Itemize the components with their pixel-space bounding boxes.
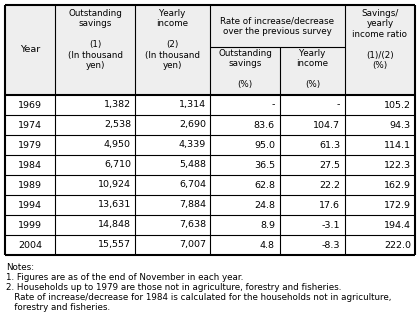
Text: Yearly
income

(2)
(In thousand
yen): Yearly income (2) (In thousand yen): [145, 9, 200, 70]
Text: Outstanding
savings

(%): Outstanding savings (%): [218, 49, 272, 89]
Text: Year: Year: [20, 46, 40, 54]
Text: 5,488: 5,488: [179, 160, 206, 170]
Text: 14,848: 14,848: [98, 220, 131, 230]
Text: 62.8: 62.8: [254, 180, 275, 190]
Text: 1989: 1989: [18, 180, 42, 190]
Text: 2004: 2004: [18, 240, 42, 250]
Text: 6,704: 6,704: [179, 180, 206, 190]
Text: 194.4: 194.4: [384, 220, 411, 230]
Text: Outstanding
savings

(1)
(In thousand
yen): Outstanding savings (1) (In thousand yen…: [68, 9, 123, 70]
Text: 83.6: 83.6: [254, 120, 275, 130]
Text: 15,557: 15,557: [98, 240, 131, 250]
Text: -: -: [272, 100, 275, 110]
Text: 6,710: 6,710: [104, 160, 131, 170]
Text: 2. Households up to 1979 are those not in agriculture, forestry and fisheries.: 2. Households up to 1979 are those not i…: [6, 283, 341, 292]
Text: 1,314: 1,314: [179, 100, 206, 110]
Text: 17.6: 17.6: [319, 200, 340, 210]
Text: 2,690: 2,690: [179, 120, 206, 130]
Text: 1969: 1969: [18, 100, 42, 110]
Text: 104.7: 104.7: [313, 120, 340, 130]
Text: 1979: 1979: [18, 140, 42, 150]
Text: -8.3: -8.3: [321, 240, 340, 250]
Text: 1999: 1999: [18, 220, 42, 230]
Text: 94.3: 94.3: [390, 120, 411, 130]
Text: 1. Figures are as of the end of November in each year.: 1. Figures are as of the end of November…: [6, 273, 243, 282]
Text: 7,638: 7,638: [179, 220, 206, 230]
Text: 36.5: 36.5: [254, 160, 275, 170]
Text: 105.2: 105.2: [384, 100, 411, 110]
Text: Notes:: Notes:: [6, 263, 34, 272]
Text: 1984: 1984: [18, 160, 42, 170]
Text: 114.1: 114.1: [384, 140, 411, 150]
Text: -: -: [336, 100, 340, 110]
Text: 27.5: 27.5: [319, 160, 340, 170]
Text: 4,950: 4,950: [104, 140, 131, 150]
Text: 10,924: 10,924: [98, 180, 131, 190]
Text: 22.2: 22.2: [319, 180, 340, 190]
Text: Rate of increase/decrease
over the previous survey: Rate of increase/decrease over the previ…: [220, 16, 334, 36]
Text: 122.3: 122.3: [384, 160, 411, 170]
Text: forestry and fisheries.: forestry and fisheries.: [6, 303, 110, 312]
Text: 172.9: 172.9: [384, 200, 411, 210]
Text: 61.3: 61.3: [319, 140, 340, 150]
Text: 7,884: 7,884: [179, 200, 206, 210]
Bar: [5, 5, 415, 255]
Text: 8.9: 8.9: [260, 220, 275, 230]
Text: 13,631: 13,631: [98, 200, 131, 210]
Bar: [5, 5, 415, 95]
Text: Yearly
income

(%): Yearly income (%): [297, 49, 328, 89]
Text: 222.0: 222.0: [384, 240, 411, 250]
Text: 1,382: 1,382: [104, 100, 131, 110]
Text: 162.9: 162.9: [384, 180, 411, 190]
Text: 4.8: 4.8: [260, 240, 275, 250]
Text: 1974: 1974: [18, 120, 42, 130]
Text: 1994: 1994: [18, 200, 42, 210]
Text: 95.0: 95.0: [254, 140, 275, 150]
Text: Savings/
yearly
income ratio

(1)/(2)
(%): Savings/ yearly income ratio (1)/(2) (%): [352, 9, 407, 70]
Text: Rate of increase/decrease for 1984 is calculated for the households not in agric: Rate of increase/decrease for 1984 is ca…: [6, 293, 391, 302]
Text: 24.8: 24.8: [254, 200, 275, 210]
Text: -3.1: -3.1: [321, 220, 340, 230]
Text: 2,538: 2,538: [104, 120, 131, 130]
Text: 4,339: 4,339: [179, 140, 206, 150]
Text: 7,007: 7,007: [179, 240, 206, 250]
